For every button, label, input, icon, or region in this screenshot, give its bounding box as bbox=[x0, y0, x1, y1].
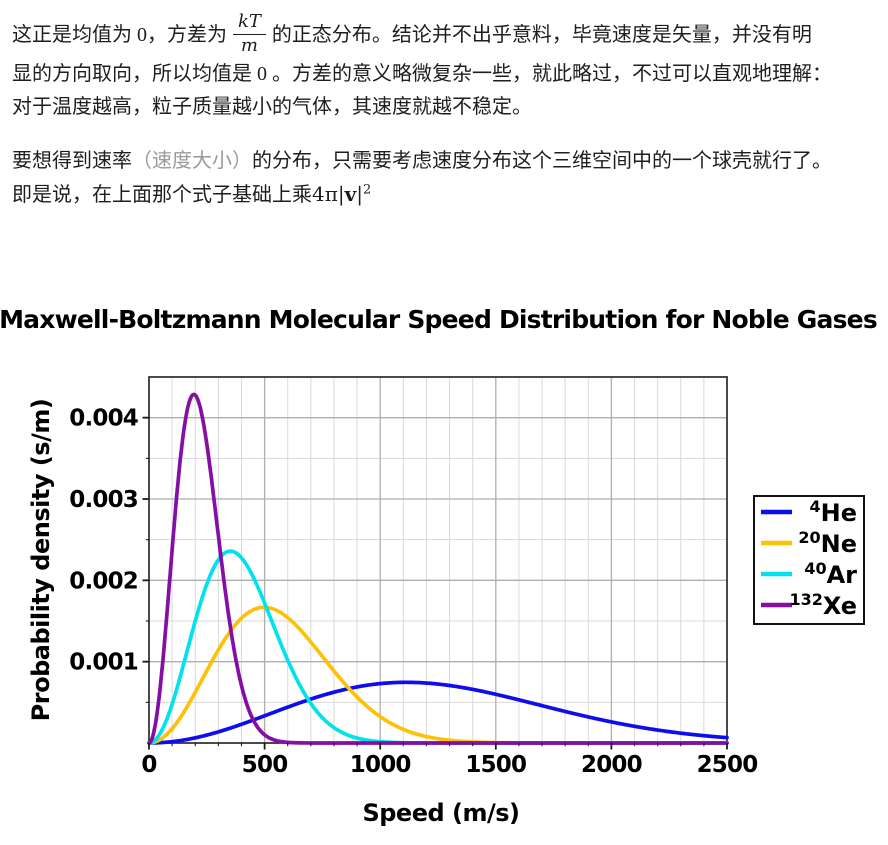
x-tick-label: 2500 bbox=[697, 752, 758, 778]
fraction-kT-over-m: kT m bbox=[233, 11, 266, 56]
grid-major bbox=[149, 377, 727, 743]
legend-label-he: 4He bbox=[809, 497, 857, 527]
fraction-numerator: kT bbox=[233, 11, 266, 35]
article-text: 这正是均值为 0，方差为 kT m 的正态分布。结论并不出乎意料，毕竟速度是矢量，并没… bbox=[0, 11, 888, 233]
legend-element-symbol: Ar bbox=[827, 561, 858, 589]
maxwell-boltzmann-figure: Maxwell-Boltzmann Molecular Speed Distri… bbox=[0, 300, 888, 845]
legend-element-symbol: He bbox=[821, 499, 857, 527]
legend-mass-number: 20 bbox=[798, 528, 820, 547]
x-tick-label: 1000 bbox=[350, 752, 411, 778]
plot-border bbox=[148, 376, 728, 744]
legend-label-ar: 40Ar bbox=[804, 559, 857, 589]
para1-line1-post: 的正态分布。结论并不出乎意料，毕竟速度是矢量，并没有明 bbox=[271, 23, 812, 46]
x-tick-label: 2000 bbox=[581, 752, 642, 778]
chart-canvas: Maxwell-Boltzmann Molecular Speed Distri… bbox=[0, 305, 878, 827]
x-tick-label: 500 bbox=[242, 752, 288, 778]
para2-line1-post: 的分布，只需要考虑速度分布这个三维空间中的一个球壳就行了。 bbox=[252, 150, 832, 173]
para1-line2: 显的方向取向，所以均值是 0 。方差的意义略微复杂一些，就此略过，不过可以直观地… bbox=[12, 63, 832, 86]
legend-mass-number: 40 bbox=[804, 559, 826, 578]
math-4pi-v-squared: 4π|v|2 bbox=[312, 182, 372, 207]
x-tick-label: 0 bbox=[141, 752, 156, 778]
x-tick-label: 1500 bbox=[465, 752, 526, 778]
chart-title: Maxwell-Boltzmann Molecular Speed Distri… bbox=[0, 305, 877, 334]
paragraph-1: 这正是均值为 0，方差为 kT m 的正态分布。结论并不出乎意料，毕竟速度是矢量，并没… bbox=[12, 11, 876, 124]
x-axis-label: Speed (m/s) bbox=[362, 799, 519, 827]
legend-entry-xe: 132Xe bbox=[761, 590, 857, 620]
fraction-denominator: m bbox=[240, 34, 258, 56]
para1-line1-pre: 这正是均值为 0，方差为 bbox=[12, 23, 227, 46]
legend-label-xe: 132Xe bbox=[789, 590, 857, 620]
legend-box bbox=[753, 495, 865, 625]
legend-entry-he: 4He bbox=[761, 497, 857, 527]
para1-line3: 对于温度越高，粒子质量越小的气体，其速度就越不稳定。 bbox=[12, 96, 532, 119]
y-axis-label: Probability density (s/m) bbox=[27, 399, 55, 722]
legend-element-symbol: Ne bbox=[821, 530, 857, 558]
legend-entry-ne: 20Ne bbox=[761, 528, 857, 558]
legend-entry-ar: 40Ar bbox=[761, 559, 857, 589]
y-tick-label: 0.004 bbox=[69, 406, 138, 432]
tick-marks bbox=[142, 416, 728, 750]
curve-ne bbox=[147, 605, 729, 745]
y-tick-label: 0.003 bbox=[69, 487, 138, 513]
y-tick-label: 0.001 bbox=[69, 650, 138, 676]
para2-line1-pre: 要想得到速率 bbox=[12, 150, 132, 173]
legend-mass-number: 132 bbox=[789, 590, 822, 609]
curve-he bbox=[147, 680, 729, 745]
legend-label-ne: 20Ne bbox=[798, 528, 857, 558]
paragraph-2: 要想得到速率（速度大小）的分布，只需要考虑速度分布这个三维空间中的一个球壳就行了… bbox=[12, 145, 876, 212]
para2-line2: 即是说，在上面那个式子基础上乘 bbox=[12, 184, 312, 207]
curves bbox=[147, 392, 729, 745]
grid-minor bbox=[149, 377, 727, 743]
para2-paren-gray: （速度大小） bbox=[132, 150, 252, 173]
legend-element-symbol: Xe bbox=[823, 592, 857, 620]
y-tick-label: 0.002 bbox=[69, 568, 138, 594]
tick-labels: 0 500 1000 1500 2000 2500 0.001 0.002 0.003 0.004 bbox=[69, 406, 758, 778]
legend-mass-number: 4 bbox=[809, 497, 820, 516]
curve-xe bbox=[147, 392, 729, 745]
